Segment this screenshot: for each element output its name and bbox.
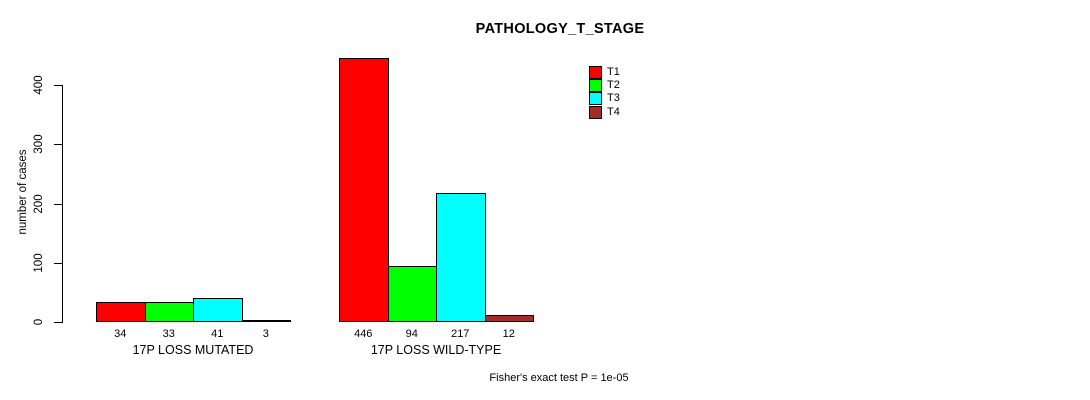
bar-value-label: 34 xyxy=(114,328,127,340)
bar-t3-group1 xyxy=(193,297,243,322)
legend-label: T3 xyxy=(607,92,620,105)
y-axis-tick xyxy=(54,322,62,323)
legend-item-t3: T3 xyxy=(589,92,620,106)
bar-value-label: 94 xyxy=(405,328,418,340)
legend-swatch-t1 xyxy=(589,66,602,80)
y-axis-line xyxy=(62,85,63,323)
bar-t1-group2 xyxy=(339,57,389,322)
y-axis-tick-label: 200 xyxy=(33,193,45,214)
fisher-test-annotation: Fisher's exact test P = 1e-05 xyxy=(489,372,629,384)
bar-t4-group1 xyxy=(241,320,291,322)
legend-label: T4 xyxy=(607,105,620,118)
bar-t4-group2 xyxy=(484,314,534,322)
bar-t3-group2 xyxy=(436,193,486,322)
bar-value-label: 33 xyxy=(162,328,175,340)
legend-item-t2: T2 xyxy=(589,79,620,93)
y-axis-tick-label: 400 xyxy=(33,75,45,95)
bar-value-label: 41 xyxy=(211,328,224,340)
y-axis-tick-label: 300 xyxy=(33,134,45,154)
legend-swatch-t3 xyxy=(589,92,602,106)
legend-label: T1 xyxy=(607,66,620,79)
group-label: 17P LOSS WILD-TYPE xyxy=(370,343,502,357)
legend-label: T2 xyxy=(607,79,620,92)
bar-value-label: 3 xyxy=(262,328,269,340)
bar-value-label: 446 xyxy=(354,328,373,340)
y-axis-tick-label: 100 xyxy=(33,253,45,273)
bar-value-label: 217 xyxy=(451,328,470,340)
y-axis-tick xyxy=(54,262,62,264)
legend-swatch-t2 xyxy=(589,79,602,93)
legend: T1 T2 T3 T4 xyxy=(589,66,620,119)
legend-item-t4: T4 xyxy=(589,105,620,119)
group-label: 17P LOSS MUTATED xyxy=(132,343,254,357)
y-axis-tick xyxy=(54,144,62,146)
bar-t2-group2 xyxy=(387,266,437,322)
bar-t2-group1 xyxy=(144,302,194,322)
chart-title: PATHOLOGY_T_STAGE xyxy=(475,21,645,37)
y-axis-tick xyxy=(54,85,62,86)
legend-swatch-t4 xyxy=(589,105,602,119)
bar-t1-group1 xyxy=(96,301,146,322)
legend-item-t1: T1 xyxy=(589,66,620,80)
y-axis-tick xyxy=(54,203,62,205)
y-axis-tick-label: 0 xyxy=(33,318,45,326)
y-axis-label: number of cases xyxy=(17,149,29,235)
bar-value-label: 12 xyxy=(502,328,515,340)
